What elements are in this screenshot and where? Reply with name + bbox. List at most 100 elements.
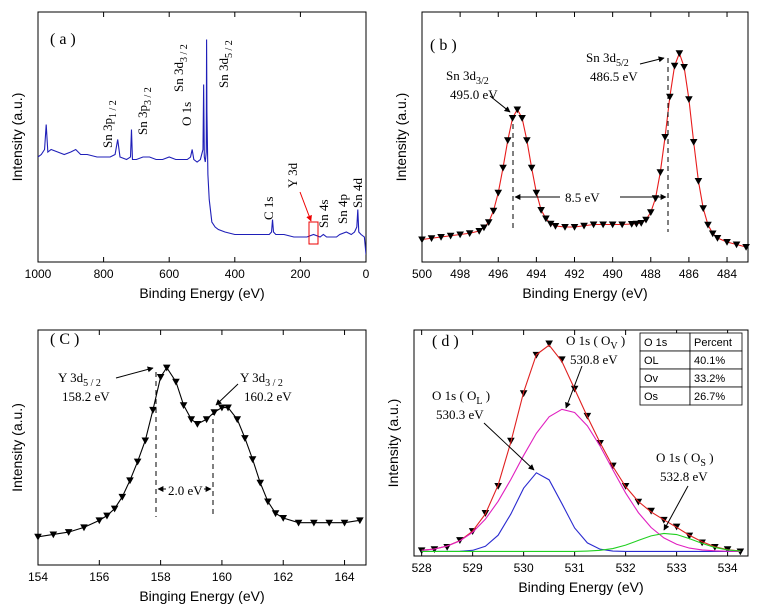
x-tick-label: 492 (564, 267, 584, 281)
annotation-text: Sn 3p (100, 118, 115, 148)
data-marker (723, 239, 731, 246)
series-line (38, 39, 366, 255)
x-axis-label: Binging Energy (eV) (139, 588, 264, 604)
annotation: O 1s (179, 102, 194, 126)
annotation: Y 3d5 / 2 (58, 370, 101, 389)
annotation-text: Sn 3d (446, 68, 476, 83)
annotation-value: 495.0 eV (450, 87, 498, 102)
series-line (422, 51, 747, 248)
data-marker (513, 106, 522, 114)
annotation-subscript: 5 / 2 (224, 40, 235, 58)
annotation-arrow (215, 383, 239, 406)
annotation-subscript: 5 / 2 (83, 378, 101, 389)
annotation: Y 3d3 / 2 (240, 370, 283, 389)
data-marker (618, 221, 626, 229)
x-tick-label: 486 (679, 267, 699, 281)
annotation-text: Sn 4p (335, 194, 350, 224)
annotation-value: 532.8 eV (660, 469, 708, 484)
annotation: Y 3d (285, 162, 300, 188)
annotation-text: ) (706, 450, 714, 465)
data-marker (494, 189, 503, 197)
x-tick-label: 531 (565, 561, 585, 575)
annotation: Sn 4p (335, 194, 350, 224)
annotation-text: Sn 3d (216, 58, 231, 88)
data-marker (264, 498, 272, 506)
data-marker (499, 164, 507, 172)
data-marker (642, 216, 650, 224)
data-marker (340, 519, 349, 527)
data-marker (241, 435, 249, 442)
series-line (421, 408, 741, 553)
data-marker (527, 164, 536, 172)
plot-frame (421, 11, 749, 263)
plot-frame (37, 329, 367, 566)
annotation-value: 530.8 eV (570, 352, 618, 367)
data-marker (202, 416, 211, 424)
annotation-arrow (483, 422, 535, 471)
data-marker (233, 416, 242, 424)
data-marker (503, 137, 512, 145)
x-tick-label: 160 (212, 570, 232, 584)
panel-label: ( b ) (430, 37, 457, 54)
data-marker (80, 524, 88, 532)
data-marker (64, 529, 73, 536)
panel-label: ( a ) (50, 31, 76, 48)
annotation: Sn 3d3/2 (446, 68, 489, 87)
annotation-arrow (663, 485, 689, 531)
annotation-text: C 1s (261, 197, 276, 220)
annotation-value: 158.2 eV (62, 389, 110, 404)
annotation: Sn 3p1 / 2 (100, 100, 119, 148)
data-marker (580, 222, 588, 230)
annotation: Sn 3d3 / 2 (171, 44, 190, 92)
data-marker (518, 115, 526, 122)
annotation: O 1s ( OV ) (566, 333, 625, 352)
data-marker (480, 224, 488, 232)
data-marker (418, 236, 426, 244)
x-tick-label: 162 (273, 570, 293, 584)
data-marker (110, 505, 119, 513)
data-marker (661, 134, 669, 141)
data-marker (187, 416, 196, 424)
data-marker (465, 230, 474, 238)
data-marker (713, 235, 722, 242)
annotation-subscript: V (610, 341, 618, 352)
annotation-subscript: 3 / 2 (143, 87, 154, 105)
annotation-subscript: 3/2 (476, 76, 489, 87)
data-marker (126, 477, 134, 485)
data-marker (689, 139, 698, 146)
x-tick-label: 528 (412, 561, 432, 575)
x-tick-label: 154 (28, 570, 48, 584)
data-marker (256, 479, 265, 487)
annotation-arrow (115, 366, 154, 379)
annotation-subscript: S (700, 458, 706, 469)
data-marker (417, 547, 426, 555)
y-axis-label: Intensity (a.u.) (9, 403, 25, 492)
data-marker (651, 195, 660, 203)
data-marker (437, 234, 445, 241)
data-marker (666, 93, 674, 101)
data-marker (456, 231, 464, 239)
annotation-text: O 1s ( O (566, 333, 610, 348)
highlight-box (308, 221, 319, 245)
annotation: 2.0 eV (168, 483, 203, 498)
data-marker (156, 374, 165, 381)
x-tick-label: 158 (151, 570, 171, 584)
series-line (421, 472, 741, 553)
y-axis-label: Intensity (a.u.) (385, 399, 401, 488)
x-tick-label: 164 (335, 570, 355, 584)
x-tick-label: 200 (290, 267, 310, 281)
data-marker (589, 221, 598, 229)
table-text: Percent (694, 337, 732, 349)
data-marker (356, 517, 364, 525)
annotation-arrow (489, 95, 511, 113)
annotation-arrow (299, 191, 312, 222)
y-axis-label: Intensity (a.u.) (393, 93, 409, 182)
data-marker (545, 340, 553, 348)
annotation-arrow (639, 56, 665, 65)
data-marker (325, 519, 334, 527)
x-tick-label: 534 (718, 561, 738, 575)
annotation-text: ) (483, 388, 491, 403)
data-marker (742, 244, 750, 251)
data-marker (608, 221, 617, 229)
